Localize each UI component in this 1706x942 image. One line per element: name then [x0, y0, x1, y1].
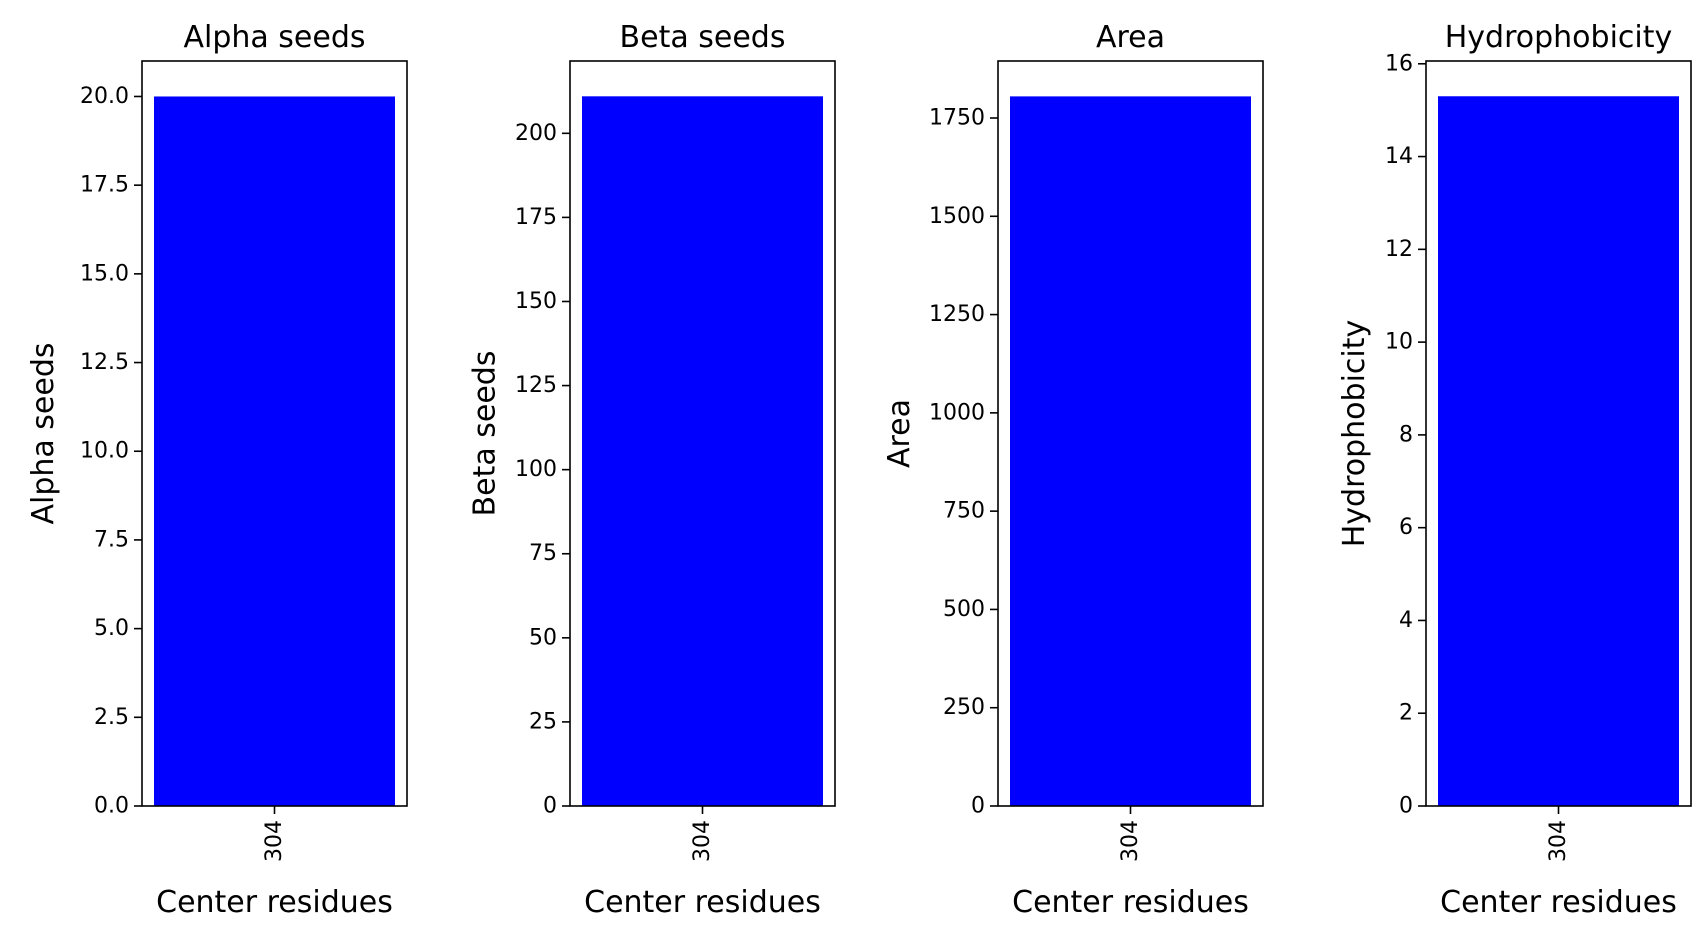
y-tick-label: 1250	[929, 302, 985, 327]
x-tick-label: 304	[262, 820, 287, 862]
y-tick-label: 15.0	[80, 261, 129, 286]
x-axis-label: Center residues	[584, 885, 821, 920]
bar	[154, 96, 395, 806]
chart-panel-2: 0 25 50 75 100 125 150 175 200 304 Beta seeds Cente…	[468, 20, 836, 920]
x-tick-label: 304	[1546, 820, 1571, 862]
y-tick-label: 1750	[929, 106, 985, 131]
y-axis-label: Hydrophobicity	[1337, 320, 1372, 548]
y-tick-label: 1500	[929, 204, 985, 229]
y-tick-label: 10	[1385, 330, 1413, 355]
y-axis-label: Alpha seeds	[26, 342, 61, 524]
y-tick-label: 8	[1399, 422, 1413, 447]
y-tick-label: 200	[515, 121, 557, 146]
y-tick-label: 6	[1399, 515, 1413, 540]
y-tick-label: 10.0	[80, 439, 129, 464]
y-tick-label: 12	[1385, 237, 1413, 262]
x-axis-label: Center residues	[1440, 885, 1677, 920]
y-tick-label: 0	[1399, 794, 1413, 819]
y-tick-label: 16	[1385, 51, 1413, 76]
y-tick-label: 4	[1399, 608, 1413, 633]
y-tick-label: 5.0	[94, 616, 129, 641]
y-tick-label: 500	[943, 597, 985, 622]
chart-panel-3: 0 250 500 750 1000 1250 1500 1750 304 Area Center …	[882, 20, 1264, 920]
y-tick-label: 7.5	[94, 527, 129, 552]
y-tick-label: 2.5	[94, 705, 129, 730]
y-axis-label: Beta seeds	[468, 351, 503, 517]
x-axis-label: Center residues	[1012, 885, 1249, 920]
y-tick-label: 12.5	[80, 350, 129, 375]
y-tick-label: 100	[515, 457, 557, 482]
y-tick-label: 50	[529, 625, 557, 650]
y-tick-label: 20.0	[80, 84, 129, 109]
y-axis-label: Area	[882, 399, 917, 468]
y-tick-label: 0	[971, 794, 985, 819]
y-tick-label: 14	[1385, 144, 1413, 169]
chart-title: Alpha seeds	[183, 20, 365, 55]
y-tick-label: 75	[529, 541, 557, 566]
chart-panel-1: 0.0 2.5 5.0 7.5 10.0 12.5 15.0 17.5 20.0 304 Alpha…	[26, 20, 408, 920]
x-axis-label: Center residues	[156, 885, 393, 920]
y-tick-label: 175	[515, 205, 557, 230]
y-tick-label: 1000	[929, 400, 985, 425]
y-tick-label: 0.0	[94, 794, 129, 819]
x-tick-label: 304	[690, 820, 715, 862]
chart-panel-4: 0 2 4 6 8 10 12 14 16 304 Hydrophobicity Center res…	[1337, 20, 1692, 920]
y-tick-label: 125	[515, 373, 557, 398]
bar	[1438, 96, 1679, 806]
chart-title: Hydrophobicity	[1445, 20, 1673, 55]
y-tick-label: 17.5	[80, 173, 129, 198]
chart-title: Area	[1096, 20, 1165, 55]
y-tick-label: 250	[943, 695, 985, 720]
y-tick-label: 150	[515, 289, 557, 314]
x-tick-label: 304	[1118, 820, 1143, 862]
y-tick-label: 2	[1399, 701, 1413, 726]
bar	[582, 96, 823, 806]
chart-title: Beta seeds	[620, 20, 786, 55]
y-tick-label: 750	[943, 499, 985, 524]
bar	[1010, 96, 1251, 807]
y-tick-label: 25	[529, 709, 557, 734]
y-tick-label: 0	[543, 794, 557, 819]
